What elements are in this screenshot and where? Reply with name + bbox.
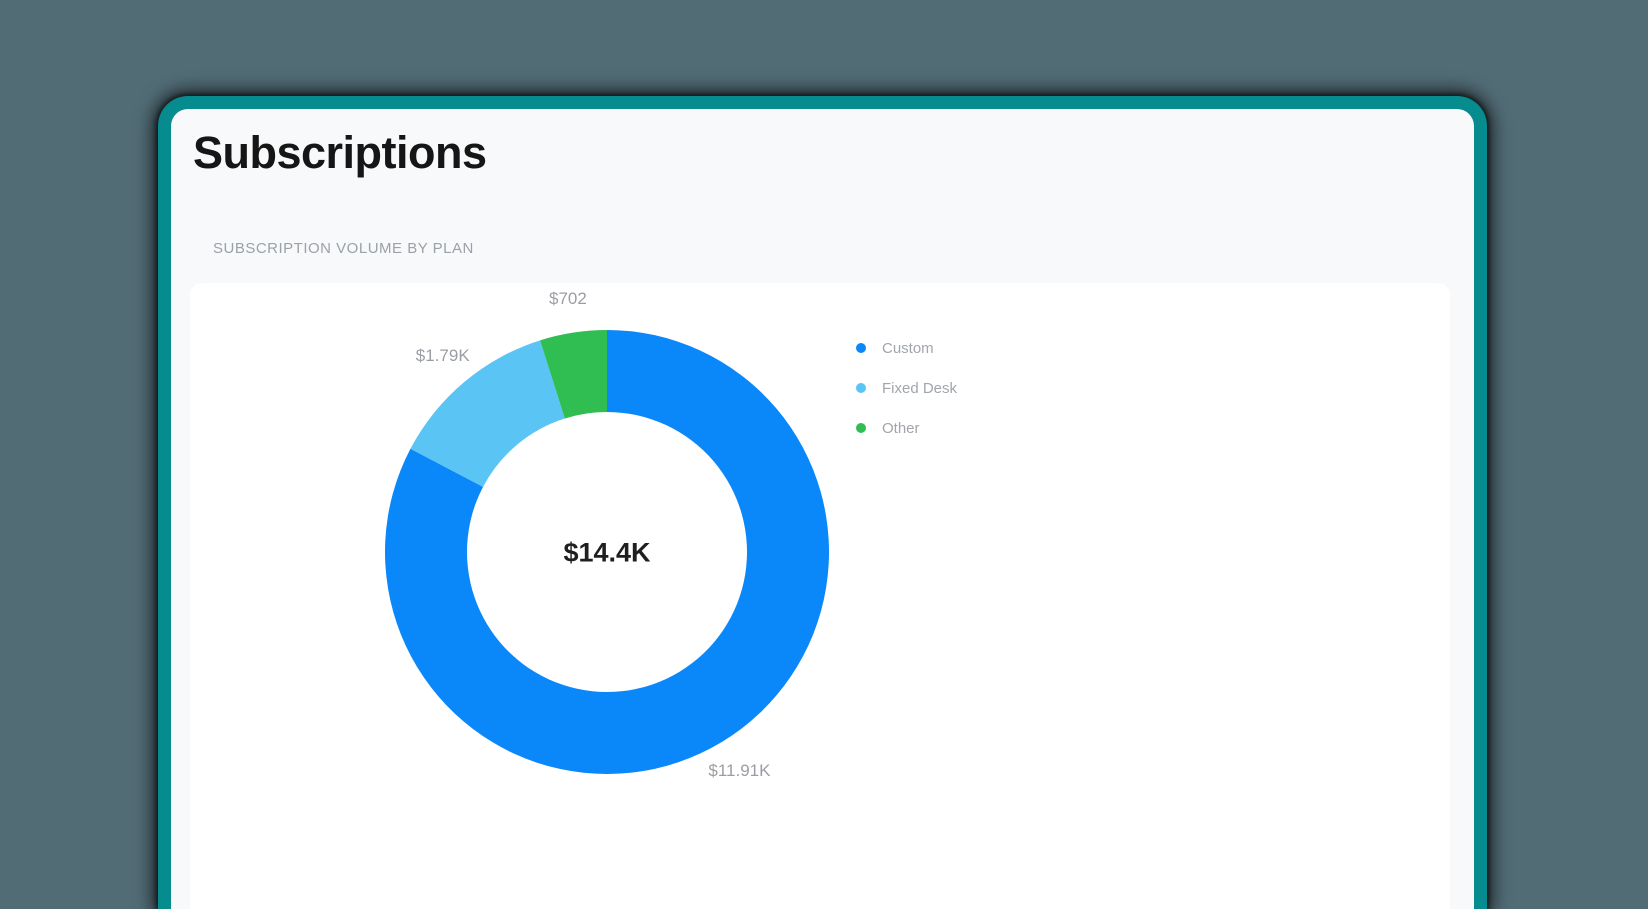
legend-item-other[interactable]: Other — [856, 408, 957, 448]
slice-value-label-custom: $11.91K — [708, 761, 771, 781]
backdrop: { "page": { "title": "Subscriptions" }, … — [158, 96, 1487, 909]
slice-value-label-fixed-desk: $1.79K — [415, 345, 470, 365]
legend-item-custom[interactable]: Custom — [856, 328, 957, 368]
legend-label: Custom — [882, 339, 934, 357]
donut-center-total: $14.4K — [563, 537, 651, 568]
donut-slice-fixed-desk[interactable] — [410, 340, 565, 487]
slice-value-label-other: $702 — [549, 288, 587, 308]
legend-label: Fixed Desk — [882, 379, 958, 397]
legend-dot-custom — [856, 343, 866, 353]
page-title: Subscriptions — [193, 127, 487, 178]
chart-section-title: SUBSCRIPTION VOLUME BY PLAN — [213, 240, 474, 257]
legend-item-fixed-desk[interactable]: Fixed Desk — [856, 368, 957, 408]
donut-slice-custom[interactable] — [385, 330, 830, 774]
chart-card: $14.4K Custom Fixed Desk Other $11.91K $1.7… — [190, 283, 1450, 909]
legend-dot-fixed-desk — [856, 383, 866, 393]
donut-chart — [385, 330, 830, 774]
legend-label: Other — [882, 419, 920, 437]
report-window: Subscriptions SUBSCRIPTION VOLUME BY PLA… — [158, 96, 1487, 909]
donut-slice-other[interactable] — [540, 330, 607, 419]
chart-legend: Custom Fixed Desk Other — [856, 328, 957, 448]
legend-dot-other — [856, 423, 866, 433]
